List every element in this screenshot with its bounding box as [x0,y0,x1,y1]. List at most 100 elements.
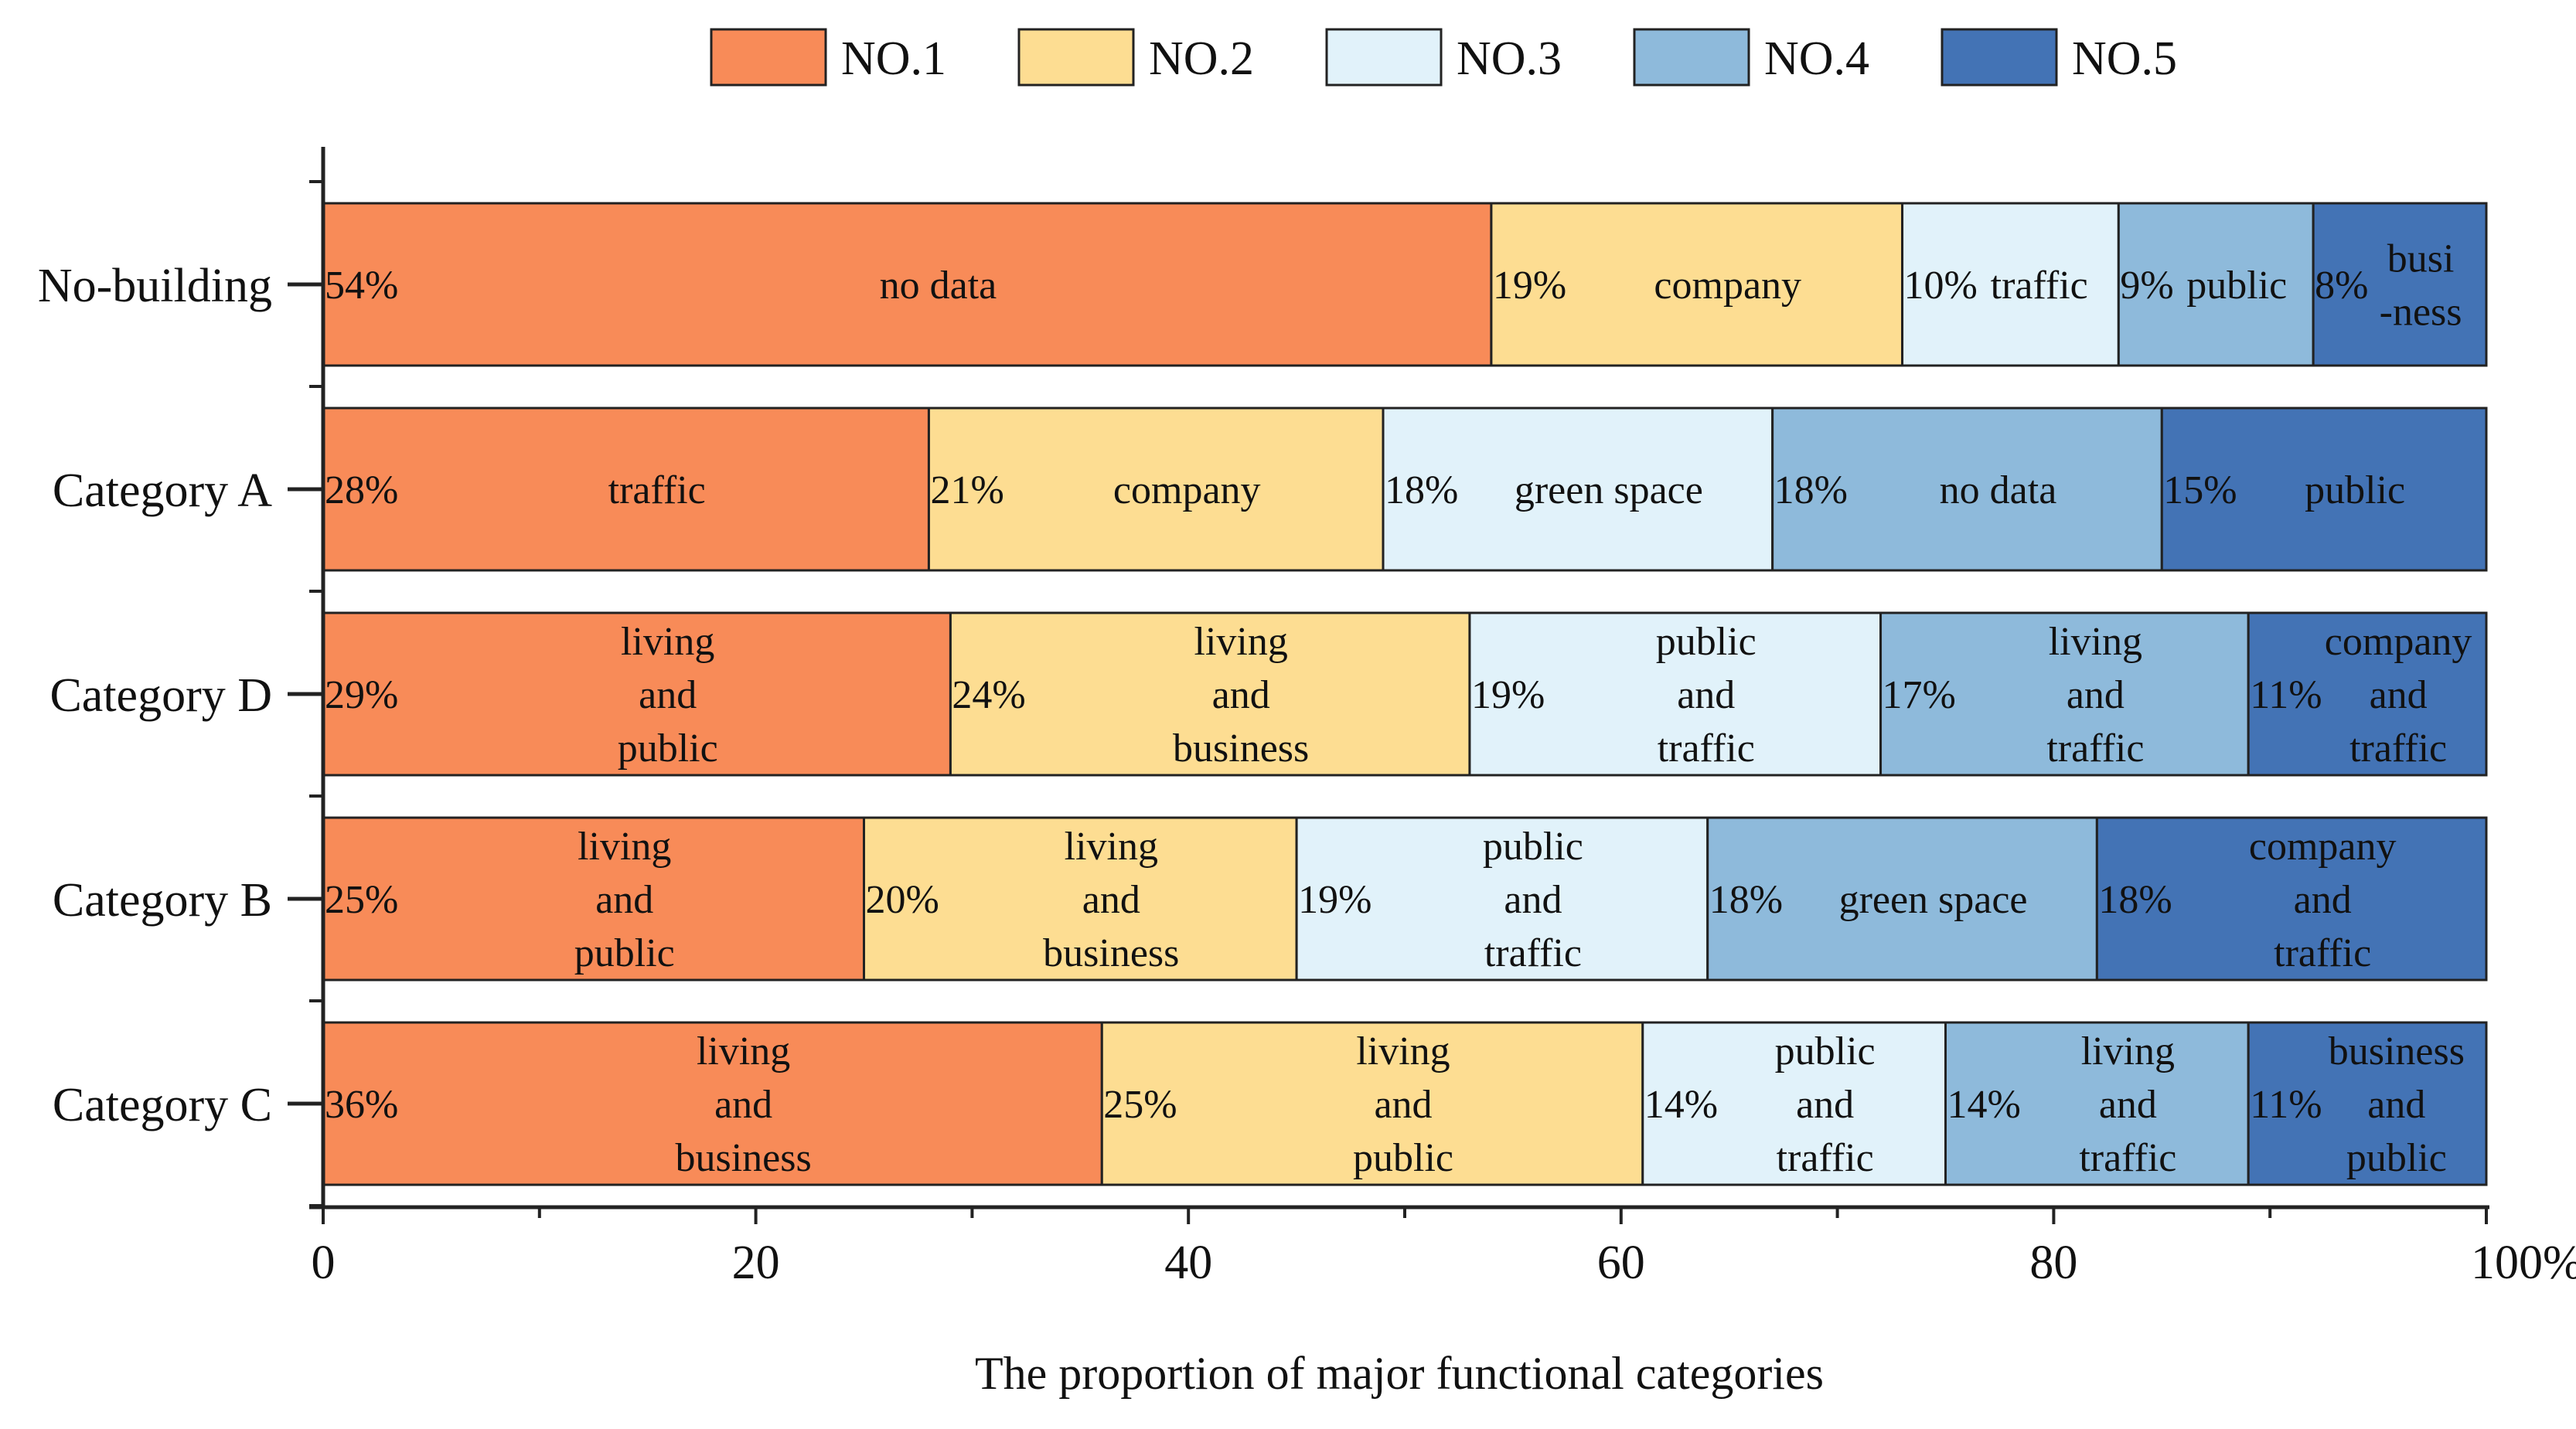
segment-label: public [2186,264,2287,308]
pct-label: 17% [1883,673,1956,717]
segment-label: company [1654,264,1801,308]
bar-segment-category-d-no1 [322,611,952,777]
bar-segment-no-building-no5 [2312,202,2488,367]
segment-label: living and traffic [2046,620,2144,771]
pct-label: 9% [2120,264,2173,308]
pct-label: 19% [1471,673,1545,717]
pct-label: 29% [325,673,398,717]
segment-label: no data [880,264,997,308]
x-tick-label: 20 [732,1237,780,1289]
segment-label: public and traffic [1775,1029,1876,1180]
pct-label: 18% [1709,878,1783,922]
y-axis: No-building Category A Category D Category … [38,147,325,1207]
pct-label: 24% [952,673,1025,717]
segment-label: traffic [608,468,706,512]
bar-segment-category-c-no4 [1944,1021,2250,1186]
segment-label: business and public [2329,1029,2465,1180]
segment-label: green space [1839,878,2028,922]
pct-label: 10% [1904,264,1978,308]
bar-segment-no-building-no2 [1490,202,1904,367]
segment-label: living and business [1043,825,1179,975]
x-tick-label: 100% [2471,1237,2576,1289]
segment-label: living and business [676,1029,812,1180]
pct-label: 20% [866,878,939,922]
bar-row-category-d: 29% living and public 24% living and business 19… [322,611,2488,777]
pct-label: 11% [2250,1083,2322,1127]
pct-label: 18% [1774,468,1848,512]
x-tick-label: 80 [2029,1237,2077,1289]
segment-label: living and public [618,620,718,771]
x-axis-title: The proportion of major functional categ… [975,1348,1824,1399]
pct-label: 18% [2098,878,2172,922]
y-category-label: Category C [53,1079,272,1131]
x-tick-label: 60 [1597,1237,1645,1289]
pct-label: 25% [1103,1083,1177,1127]
segment-label: traffic [1991,264,2088,308]
bar-row-category-a: 28% traffic 21% company 18% green space 18% no … [322,407,2488,572]
x-tick-label: 40 [1164,1237,1212,1289]
segment-label: public and traffic [1656,620,1757,771]
legend-swatch-4 [1633,28,1750,87]
bar-segment-category-b-no5 [2095,816,2488,982]
legend-swatch-5 [1941,28,2058,87]
segment-label: green space [1515,468,1703,512]
legend-label-5: NO.5 [2072,32,2177,85]
bar-segment-no-building-no1 [322,202,1493,367]
pct-label: 15% [2163,468,2237,512]
bar-segment-no-building-no3 [1901,202,2120,367]
segment-label: public [2305,468,2405,512]
segment-label: public and traffic [1483,825,1583,975]
pct-label: 54% [325,264,398,308]
segment-label: busi -ness [2380,237,2462,335]
pct-label: 28% [325,468,398,512]
pct-label: 21% [930,468,1003,512]
bar-segment-category-d-no2 [949,611,1471,777]
x-axis: 0 20 40 60 80 100% [309,1205,2576,1289]
segment-label: company and traffic [2325,620,2472,771]
segment-label: company [1113,468,1261,512]
bar-row-no-building: 54% no data 19% company 10% traffic 9% public 8%… [322,202,2488,367]
bar-segment-category-a-no5 [2160,407,2488,572]
pct-label: 8% [2315,264,2368,308]
legend-label-3: NO.3 [1457,32,1562,85]
segment-label: living and public [1353,1029,1453,1180]
segment-label: living and business [1173,620,1309,771]
bar-segment-category-c-no2 [1100,1021,1644,1186]
segment-label: living and public [574,825,675,975]
bar-segment-category-a-no2 [927,407,1385,572]
y-category-label: Category B [53,874,272,927]
bar-segment-no-building-no4 [2117,202,2315,367]
y-category-label: No-building [38,260,272,312]
bar-segment-category-b-no2 [863,816,1298,982]
pct-label: 14% [1644,1083,1718,1127]
pct-label: 36% [325,1083,398,1127]
legend-swatch-2 [1017,28,1135,87]
bar-segment-category-c-no1 [322,1021,1103,1186]
segment-label: company and traffic [2249,825,2397,975]
bar-segment-category-d-no3 [1468,611,1883,777]
pct-label: 19% [1493,264,1566,308]
bar-row-category-b: 25% living and public 20% living and business 19… [322,816,2488,982]
legend-swatch-1 [710,28,827,87]
legend-label-1: NO.1 [841,32,946,85]
bars: 54% no data 19% company 10% traffic 9% public 8%… [322,202,2488,1186]
pct-label: 18% [1385,468,1458,512]
legend: NO.1 NO.2 NO.3 NO.4 NO.5 [710,28,2177,87]
legend-label-4: NO.4 [1764,32,1869,85]
pct-label: 19% [1298,878,1371,922]
bar-segment-category-d-no4 [1879,611,2250,777]
segment-label: living and traffic [2079,1029,2176,1180]
bar-segment-category-c-no3 [1641,1021,1947,1186]
bar-segment-category-d-no5 [2247,611,2488,777]
bar-segment-category-b-no4 [1706,816,2098,982]
bar-segment-category-a-no4 [1771,407,2163,572]
y-category-label: Category D [49,669,272,722]
pct-label: 25% [325,878,398,922]
x-tick-label: 0 [312,1237,336,1289]
bar-row-category-c: 36% living and business 25% living and public 14… [322,1021,2488,1186]
bar-segment-category-c-no5 [2247,1021,2488,1186]
pct-label: 11% [2250,673,2322,717]
segment-label: no data [1940,468,2057,512]
y-category-label: Category A [53,464,272,517]
